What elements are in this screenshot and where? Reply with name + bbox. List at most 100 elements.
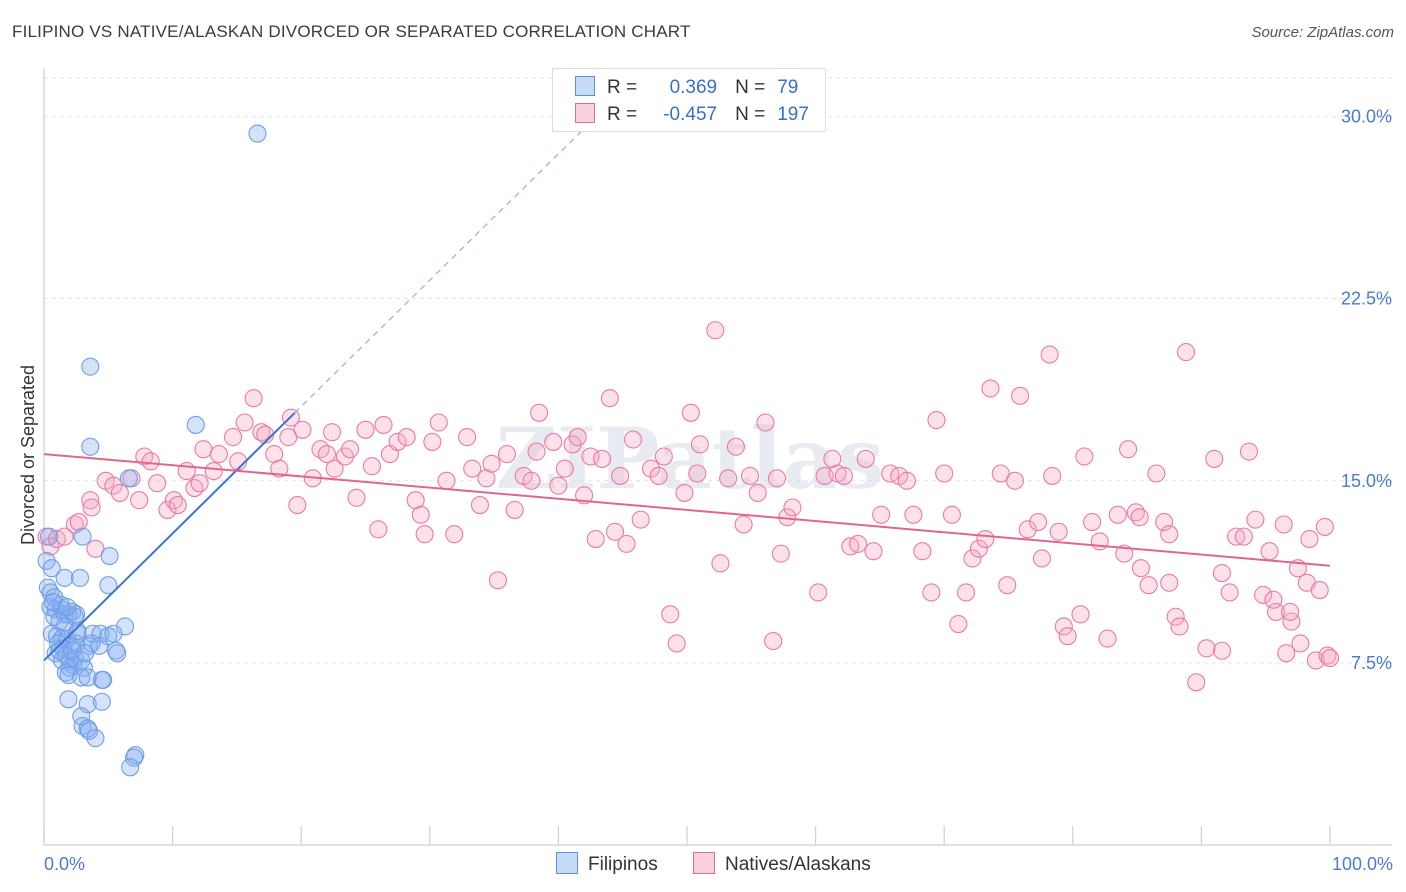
natives-trend-line (43, 453, 1331, 567)
natives-point (209, 445, 228, 464)
chart-title: FILIPINO VS NATIVE/ALASKAN DIVORCED OR S… (12, 22, 691, 41)
natives-point (771, 544, 790, 563)
natives-point (654, 447, 673, 466)
natives-point (969, 539, 988, 558)
natives-point (1029, 513, 1048, 532)
natives-point (1212, 563, 1232, 583)
filipinos-point (108, 644, 127, 663)
natives-point (675, 483, 694, 502)
filipinos-point (43, 593, 63, 612)
natives-point (1054, 617, 1073, 636)
filipinos-point (115, 617, 135, 636)
natives-point (1234, 527, 1253, 546)
natives-point (667, 634, 686, 653)
natives-point (1274, 515, 1293, 534)
natives-swatch (692, 852, 715, 874)
y-tick-label: 22.5% (1341, 289, 1392, 309)
natives-point (130, 491, 149, 510)
natives-point (549, 476, 568, 495)
natives-point (1098, 629, 1117, 648)
natives-point (288, 496, 307, 515)
natives-point (872, 505, 891, 524)
natives-point (445, 525, 464, 544)
natives-point (649, 466, 668, 485)
filipinos-point (104, 624, 123, 643)
natives-point (317, 445, 336, 464)
chart-source: Source: ZipAtlas.com (1251, 24, 1394, 41)
natives-point (463, 459, 482, 478)
series-legend: Filipinos Natives/Alaskans (556, 852, 901, 876)
filipinos-point (86, 729, 105, 748)
filipinos-point (73, 527, 92, 546)
natives-point (904, 505, 923, 524)
natives-point (1170, 617, 1189, 636)
natives-point (688, 464, 707, 483)
natives-point (767, 469, 787, 488)
natives-point (1043, 466, 1062, 485)
natives-point (581, 447, 600, 466)
natives-point (927, 411, 946, 430)
natives-point (1239, 442, 1259, 461)
filipinos-point (78, 668, 97, 687)
n-label: N = (735, 104, 766, 125)
natives-point (1205, 449, 1224, 468)
data-points (37, 124, 1340, 777)
natives-point (527, 442, 546, 461)
natives-point (1315, 517, 1334, 536)
natives-point (1227, 527, 1246, 546)
filipinos-point (99, 576, 118, 595)
natives-point (719, 469, 738, 488)
natives-point (981, 379, 1000, 398)
natives-point (204, 462, 223, 481)
filipinos-point (70, 568, 90, 587)
natives-swatch (575, 103, 595, 123)
natives-point (1176, 343, 1196, 362)
filipinos-point (81, 357, 100, 376)
natives-point (1115, 544, 1134, 563)
natives-point (593, 449, 612, 468)
natives-point (356, 420, 375, 439)
filipinos-point (50, 641, 69, 660)
filipinos-point (124, 748, 144, 767)
natives-point (55, 527, 74, 546)
natives-point (1131, 559, 1151, 578)
filipinos-point (186, 415, 205, 434)
filipinos-point (72, 668, 91, 687)
natives-point (575, 486, 594, 505)
filipinos-point (59, 690, 78, 709)
natives-point (935, 464, 954, 483)
natives-point (341, 440, 360, 459)
natives-point (1300, 530, 1319, 549)
n-value: 79 (777, 77, 799, 98)
natives-point (293, 420, 312, 439)
n-value: 197 (777, 104, 809, 125)
natives-point (949, 614, 968, 634)
r-value: -0.457 (663, 104, 718, 125)
natives-point (388, 432, 407, 451)
natives-point (1187, 673, 1206, 692)
natives-point (1071, 605, 1090, 624)
natives-point (913, 542, 932, 561)
filipinos-point (79, 721, 99, 740)
natives-point (1320, 648, 1340, 668)
y-tick-label: 15.0% (1341, 471, 1392, 491)
natives-point (605, 522, 625, 541)
natives-point (1166, 607, 1185, 626)
natives-point (809, 583, 828, 602)
y-tick-label: 7.5% (1351, 653, 1392, 673)
legend-item-natives: Natives/Alaskans (692, 852, 871, 876)
natives-point (530, 403, 549, 422)
natives-point (497, 445, 517, 464)
natives-point (848, 534, 868, 553)
n-label: N = (735, 77, 766, 98)
natives-point (190, 474, 209, 493)
natives-point (1032, 549, 1051, 568)
natives-point (158, 500, 177, 519)
natives-point (69, 513, 88, 532)
natives-point (323, 423, 342, 442)
filipinos-point (121, 758, 140, 777)
natives-point (374, 415, 393, 434)
natives-point (235, 413, 254, 432)
legend-row-natives: R = -0.457 N = 197 (575, 103, 809, 127)
natives-point (488, 571, 508, 590)
